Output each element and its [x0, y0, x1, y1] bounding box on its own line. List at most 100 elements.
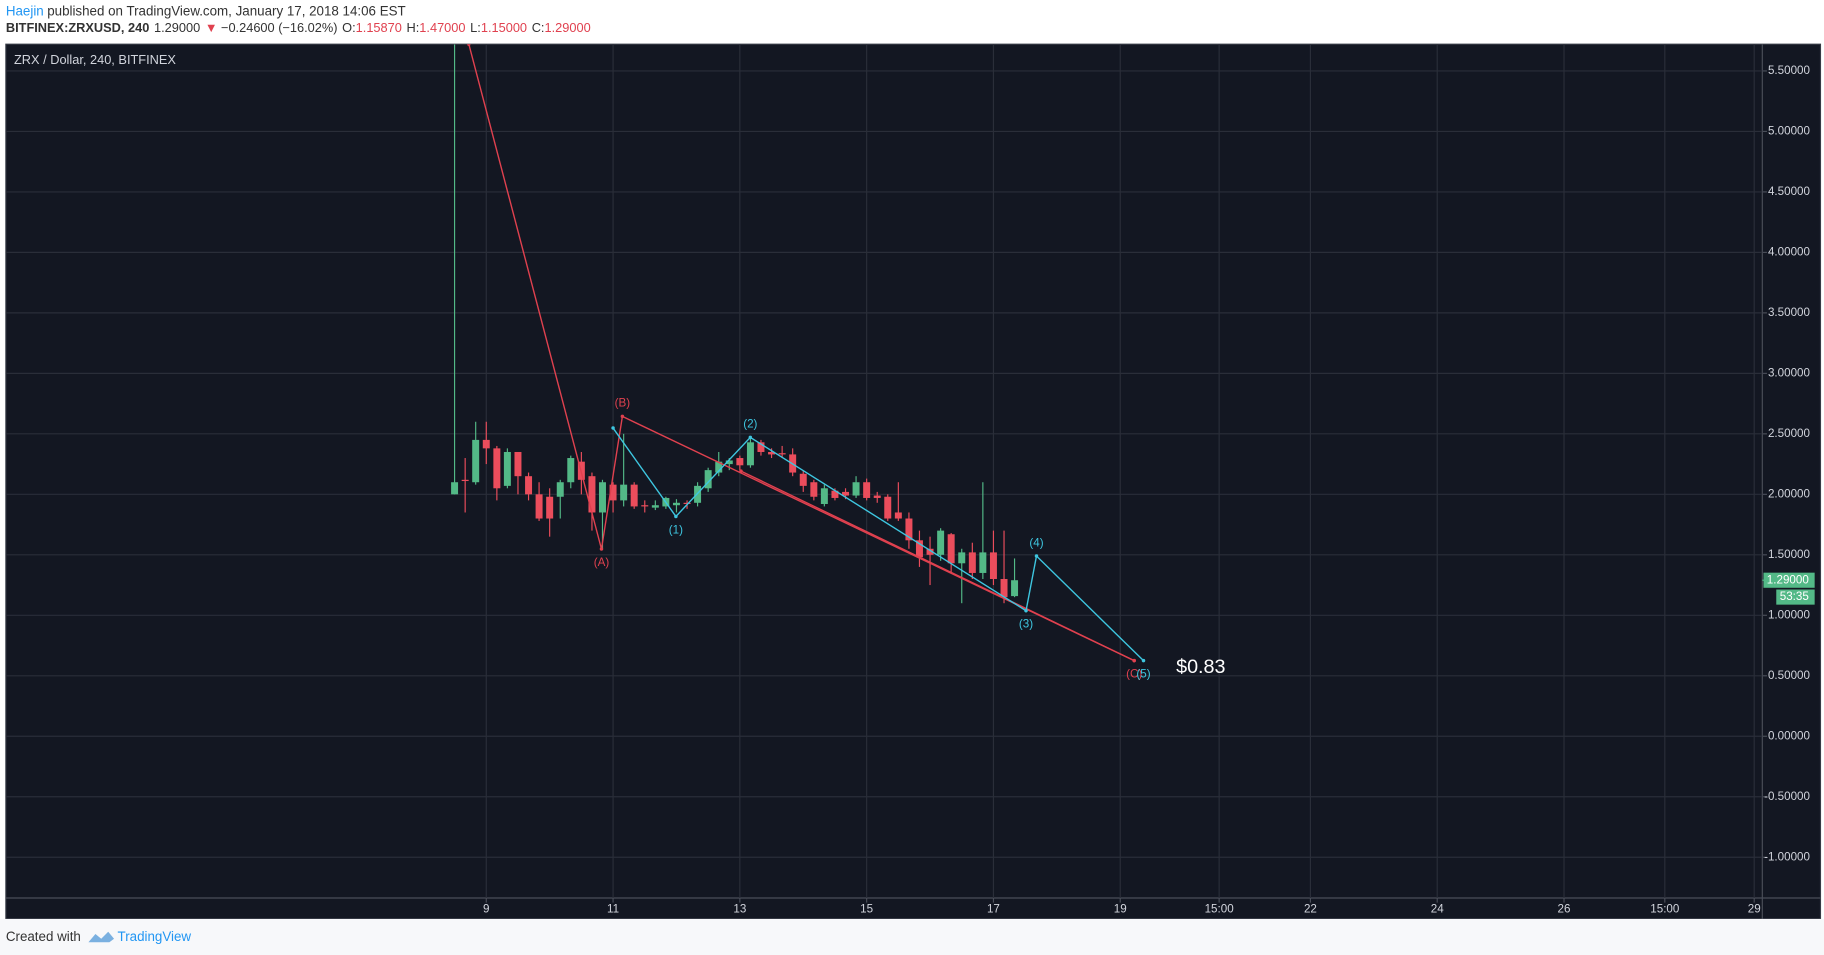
y-tick-label: 4.50000 — [1768, 185, 1811, 198]
chart-panel — [5, 43, 1822, 920]
candle-body — [979, 552, 987, 573]
wave-label: (B) — [615, 397, 631, 410]
candle-body — [683, 502, 691, 505]
y-tick-label: 3.50000 — [1768, 306, 1811, 319]
plot-area: (A) (B) (C) (1) (2) (3) (4) (5) $0.83 — [451, 44, 1226, 681]
candle-body — [820, 488, 828, 505]
x-tick-label: 15:00 — [1650, 903, 1680, 916]
candle-body — [926, 548, 934, 555]
x-tick-label: 15 — [860, 903, 873, 916]
wave-label: (4) — [1029, 536, 1043, 549]
candle-body — [641, 505, 649, 507]
chart-legend: ZRX / Dollar, 240, BITFINEX — [14, 52, 176, 67]
footer — [0, 918, 1824, 955]
candle-body — [630, 484, 638, 507]
candle-body — [757, 442, 765, 452]
ohlc-label: L: — [470, 20, 481, 35]
wave-point — [1132, 658, 1136, 663]
candle-body — [472, 439, 480, 483]
ohlc-value: 1.15000 — [481, 20, 527, 35]
candle-body — [482, 439, 490, 449]
candle-body — [535, 494, 543, 519]
wave-label: (3) — [1019, 618, 1033, 631]
y-tick-label: 1.00000 — [1768, 608, 1811, 621]
candle-body — [546, 496, 554, 519]
candle-body — [672, 502, 680, 506]
grid — [5, 44, 1763, 899]
candle-body — [937, 530, 945, 555]
candle-body — [746, 442, 754, 466]
x-tick-label: 26 — [1558, 903, 1571, 916]
candle-body — [567, 458, 575, 483]
ohlc-label: H: — [407, 20, 420, 35]
wave-point — [599, 547, 604, 551]
wave-point — [748, 435, 753, 440]
target-label: $0.83 — [1176, 656, 1225, 678]
last-price-tag — [1763, 572, 1815, 588]
wave-line — [612, 427, 1144, 662]
y-tick-label: -1.00000 — [1764, 850, 1810, 863]
wave-point — [611, 426, 615, 430]
wave-point — [674, 514, 678, 519]
wave-point — [1024, 608, 1028, 613]
candle-body — [958, 552, 966, 564]
symbol-line: BITFINEX:ZRXUSD, 240 1.29000 ▼ −0.24600 (−1… — [6, 20, 591, 35]
brand-link[interactable]: TradingView — [118, 929, 192, 944]
ohlc-value: 1.29000 — [544, 20, 590, 35]
ohlc-value: 1.47000 — [419, 20, 465, 35]
candle-body — [842, 491, 850, 496]
candle-body — [514, 451, 522, 477]
x-tick-label: 17 — [987, 903, 1000, 916]
candle-body — [725, 460, 733, 465]
candle-body — [863, 482, 871, 498]
candle-body — [799, 473, 807, 486]
candle-body — [768, 451, 776, 455]
x-tick-label: 19 — [1114, 903, 1127, 916]
wave-label: (2) — [743, 418, 757, 431]
candle-body — [947, 534, 955, 564]
wave-line — [740, 470, 1135, 662]
y-tick-label: 2.00000 — [1768, 487, 1811, 500]
wave-point — [620, 414, 625, 419]
candle-body — [810, 482, 818, 497]
logo[interactable] — [88, 931, 115, 943]
x-tick-label: 22 — [1304, 903, 1317, 916]
candle-body — [493, 448, 501, 489]
publish-line: Haejin published on TradingView.com, Janu… — [6, 3, 406, 18]
arrow: ▼ — [205, 20, 218, 35]
candle-body — [968, 552, 976, 573]
wave-label: (1) — [669, 524, 683, 537]
candle-body — [915, 540, 923, 558]
ohlc-label: C: — [532, 20, 545, 35]
y-tick-label: 2.50000 — [1768, 427, 1811, 440]
candle-body — [778, 453, 786, 455]
wave-point — [1141, 658, 1146, 663]
candle-body — [556, 482, 564, 497]
candle-body — [736, 458, 744, 466]
author-link[interactable]: Haejin — [6, 3, 44, 18]
x-tick-label: 24 — [1431, 903, 1444, 916]
time-axis: 9 11 13 15 17 19 15:00 22 24 26 15:00 29 — [483, 898, 1761, 916]
y-tick-label: 5.00000 — [1768, 124, 1811, 137]
candle-body — [873, 495, 881, 498]
candle-body — [651, 505, 659, 508]
last-price-label: 1.29000 — [1767, 573, 1810, 586]
candle-body — [1011, 580, 1019, 597]
candle-body — [704, 470, 712, 489]
candle-body — [1000, 579, 1008, 598]
candle-body — [852, 482, 860, 496]
price: 1.29000 — [154, 20, 200, 35]
candle-body — [620, 484, 628, 501]
countdown: 53:35 — [1780, 590, 1809, 603]
y-tick-label: -0.50000 — [1764, 790, 1810, 803]
symbol: BITFINEX:ZRXUSD, 240 — [6, 20, 149, 35]
candle-body — [461, 479, 469, 482]
axes: 5.50000 5.00000 4.50000 4.00000 3.50000 3.000… — [483, 64, 1815, 916]
ohlc-value: 1.15870 — [356, 20, 402, 35]
y-tick-label: 5.50000 — [1768, 64, 1811, 77]
candle-body — [715, 461, 723, 473]
countdown-tag — [1776, 589, 1815, 605]
candle-body — [905, 518, 913, 541]
